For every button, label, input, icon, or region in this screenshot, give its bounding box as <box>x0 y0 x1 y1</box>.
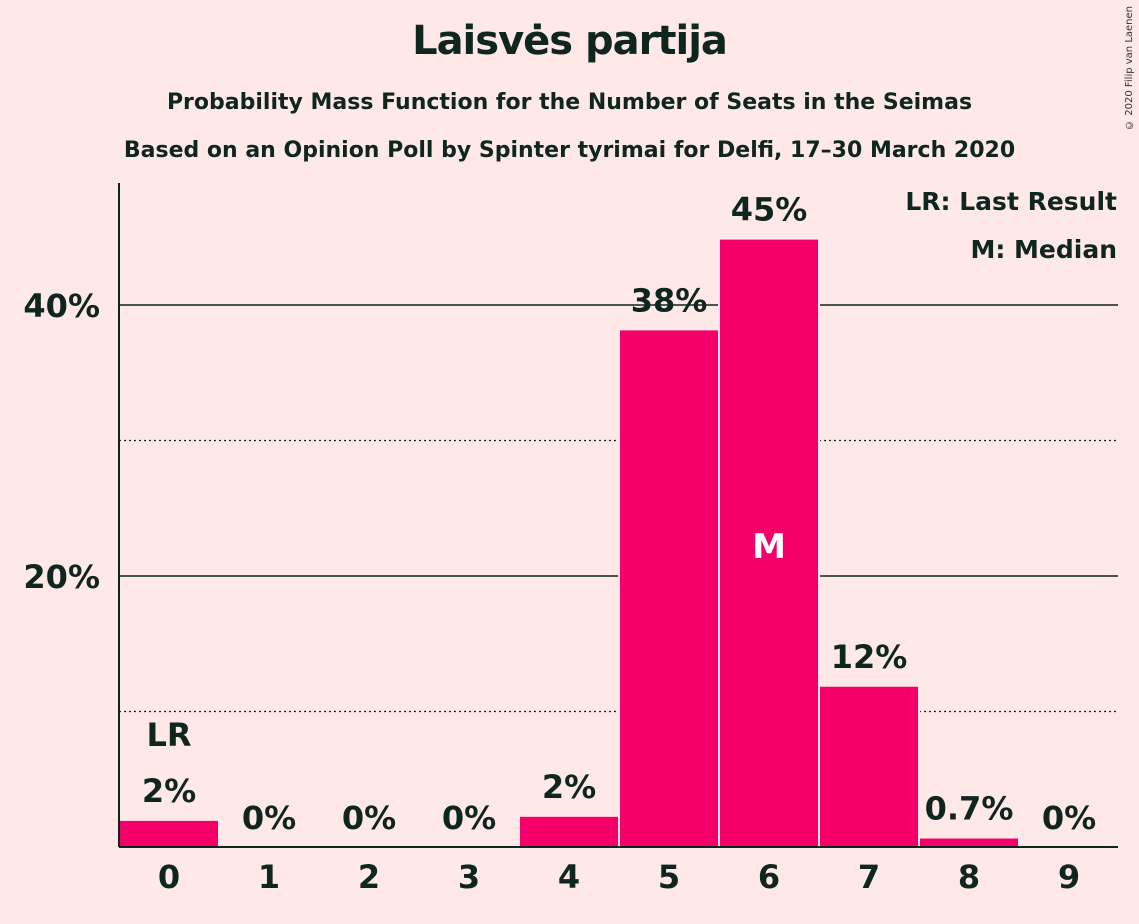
data-label: 2% <box>542 768 596 806</box>
data-label: 0% <box>1042 799 1096 837</box>
bar <box>918 836 1020 849</box>
y-tick-label: 20% <box>23 558 100 596</box>
y-tick-label: 40% <box>23 287 100 325</box>
chart-title: Laisvės partija <box>412 18 728 64</box>
x-tick-label: 3 <box>458 858 480 896</box>
x-tick-label: 6 <box>758 858 780 896</box>
x-tick-label: 9 <box>1058 858 1080 896</box>
x-tick-label: 5 <box>658 858 680 896</box>
data-label: 38% <box>631 281 708 319</box>
legend-entry: M: Median <box>970 235 1117 264</box>
chart-source-subtitle: Based on an Opinion Poll by Spinter tyri… <box>123 138 1016 163</box>
x-tick-label: 2 <box>358 858 380 896</box>
median-marker: M <box>752 527 786 567</box>
data-label: 0% <box>442 799 496 837</box>
data-label: 12% <box>831 638 908 676</box>
bar <box>618 328 720 848</box>
bar <box>118 818 220 849</box>
legend-entry: LR: Last Result <box>905 187 1117 216</box>
data-label: 45% <box>731 191 808 229</box>
x-tick-label: 7 <box>858 858 880 896</box>
chart-subtitle: Probability Mass Function for the Number… <box>166 90 973 115</box>
data-label: 0% <box>342 799 396 837</box>
last-result-marker: LR <box>146 716 191 754</box>
x-tick-label: 4 <box>558 858 580 896</box>
data-label: 2% <box>142 772 196 810</box>
bar <box>718 237 820 849</box>
data-label: 0% <box>242 799 296 837</box>
bar <box>818 684 920 848</box>
data-label: 0.7% <box>925 790 1014 828</box>
x-tick-label: 0 <box>158 858 180 896</box>
bar <box>518 814 620 849</box>
x-tick-label: 1 <box>258 858 280 896</box>
x-tick-label: 8 <box>958 858 980 896</box>
